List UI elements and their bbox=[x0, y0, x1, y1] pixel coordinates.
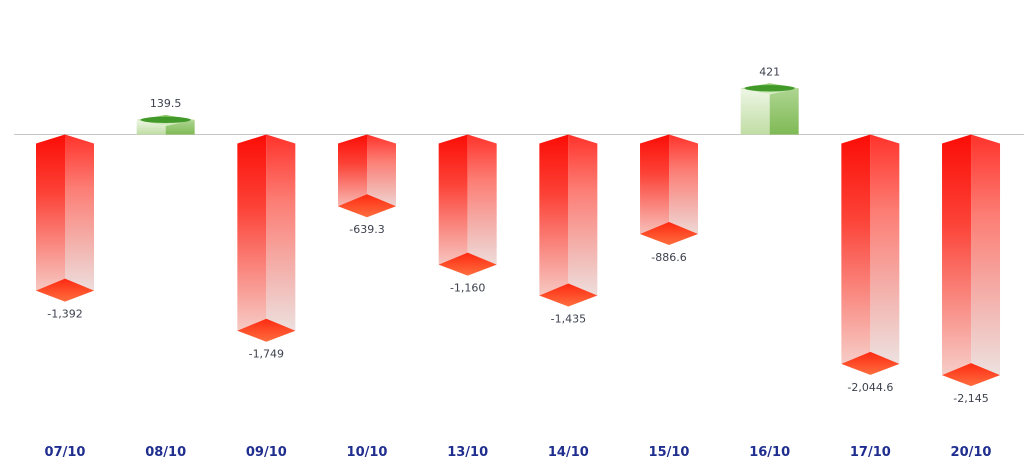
bar-10-10[interactable]: -639.3 bbox=[338, 134, 397, 237]
bar-face-right bbox=[971, 134, 1001, 387]
x-axis-label: 20/10 bbox=[951, 445, 992, 460]
bar-13-10[interactable]: -1,160 bbox=[438, 134, 497, 295]
x-axis-label: 13/10 bbox=[447, 445, 488, 460]
bar-top-lens bbox=[140, 116, 191, 124]
x-axis-label: 10/10 bbox=[347, 445, 388, 460]
value-label: -2,044.6 bbox=[847, 381, 893, 394]
bar-face-left bbox=[539, 134, 569, 307]
x-axis-label: 08/10 bbox=[145, 445, 186, 460]
bar-16-10[interactable]: 421 bbox=[740, 65, 799, 135]
x-axis-label: 07/10 bbox=[45, 445, 86, 460]
x-axis-label: 17/10 bbox=[850, 445, 891, 460]
bar-face-left bbox=[942, 134, 972, 387]
bar-bottom-cap bbox=[338, 194, 397, 218]
bar-face-left bbox=[36, 134, 65, 302]
bar-bottom-cap bbox=[942, 363, 1001, 387]
bar-bottom-cap bbox=[237, 318, 296, 342]
bar-face-right bbox=[669, 134, 699, 245]
bar-bottom-cap bbox=[841, 351, 900, 375]
x-axis-label: 15/10 bbox=[649, 445, 690, 460]
bar-top-lens bbox=[744, 85, 795, 92]
value-label: -1,435 bbox=[551, 313, 586, 326]
bar-17-10[interactable]: -2,044.6 bbox=[841, 134, 900, 394]
bar-face-left bbox=[841, 134, 871, 375]
bar-09-10[interactable]: -1,749 bbox=[237, 134, 296, 361]
value-label: -886.6 bbox=[651, 251, 686, 264]
value-label: -1,392 bbox=[47, 308, 82, 321]
value-label: -1,749 bbox=[249, 348, 284, 361]
bar-07-10[interactable]: -1,392 bbox=[36, 134, 94, 321]
x-axis-label: 16/10 bbox=[749, 445, 790, 460]
bar-face-right bbox=[870, 134, 900, 375]
value-label: 421 bbox=[759, 65, 780, 78]
bar-face-right bbox=[165, 119, 195, 135]
bar-bottom-cap bbox=[438, 252, 497, 276]
bar-face-right bbox=[65, 134, 94, 302]
value-label: -639.3 bbox=[349, 223, 384, 236]
x-axis-label: 09/10 bbox=[246, 445, 287, 460]
bar-20-10[interactable]: -2,145 bbox=[942, 134, 1001, 406]
bar-face-left bbox=[640, 134, 670, 245]
bar-14-10[interactable]: -1,435 bbox=[539, 134, 598, 326]
bar-face-left bbox=[438, 134, 468, 276]
bar-bottom-cap bbox=[640, 221, 699, 245]
bar-face-left bbox=[237, 134, 267, 342]
bar-face-right bbox=[568, 134, 598, 307]
bar-08-10[interactable]: 139.5 bbox=[136, 97, 195, 135]
value-label: 139.5 bbox=[150, 97, 182, 110]
bar-face-right bbox=[467, 134, 497, 276]
value-label: -2,145 bbox=[953, 392, 988, 405]
bar-face-left bbox=[136, 119, 166, 135]
x-axis-label: 14/10 bbox=[548, 445, 589, 460]
bar-15-10[interactable]: -886.6 bbox=[640, 134, 699, 264]
bar-face-left bbox=[338, 134, 368, 218]
bar-face-left bbox=[740, 88, 770, 135]
bar-bottom-cap bbox=[36, 278, 94, 302]
bar-face-right bbox=[769, 88, 799, 135]
value-label: -1,160 bbox=[450, 282, 485, 295]
bar-face-right bbox=[367, 134, 397, 218]
bar-bottom-cap bbox=[539, 283, 598, 307]
bar-face-right bbox=[266, 134, 296, 342]
